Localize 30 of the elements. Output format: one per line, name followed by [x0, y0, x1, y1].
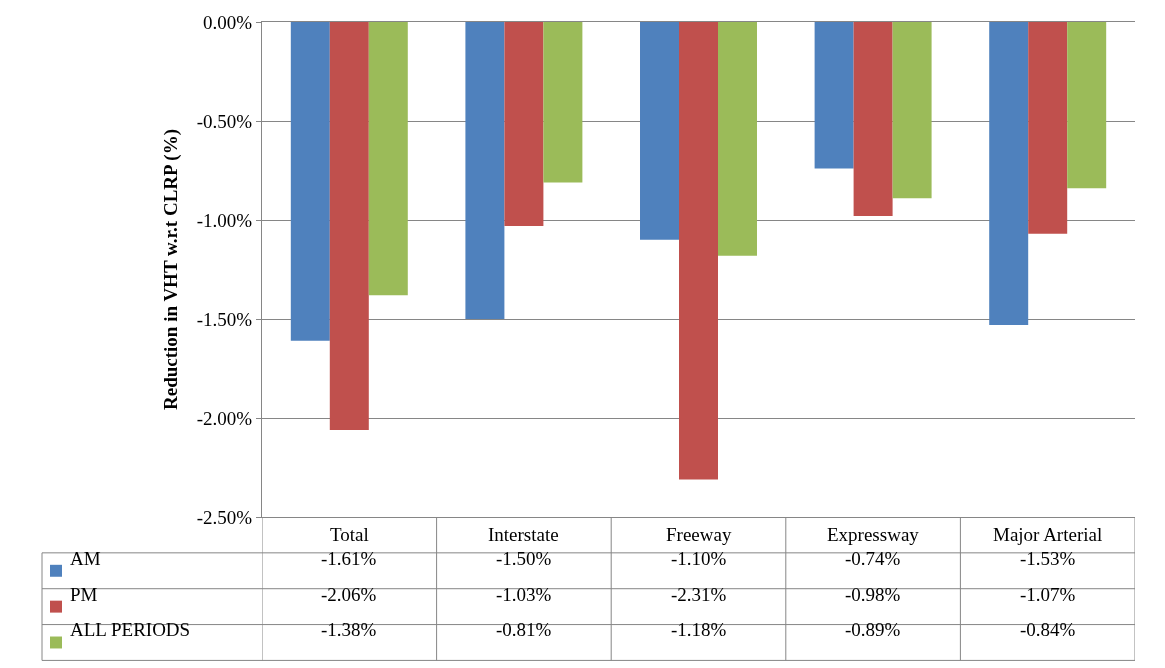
- y-tick-label: -1.50%: [196, 308, 253, 330]
- data-label: -2.06%: [321, 584, 377, 605]
- x-tick-label: Expressway: [827, 524, 920, 545]
- y-tick-label: -0.50%: [196, 110, 253, 132]
- data-label: -1.18%: [671, 619, 727, 640]
- x-tick-label: Freeway: [666, 524, 732, 545]
- data-label: -0.84%: [1020, 619, 1076, 640]
- data-label: -1.61%: [321, 548, 377, 569]
- y-tick-label: -2.00%: [196, 407, 253, 429]
- x-tick-label: Major Arterial: [993, 524, 1103, 545]
- x-tick-label: Interstate: [488, 524, 559, 545]
- data-label: -0.74%: [845, 548, 901, 569]
- y-tick-label: -2.50%: [196, 506, 253, 528]
- data-label: -1.07%: [1020, 584, 1076, 605]
- data-label: -2.31%: [671, 584, 727, 605]
- legend-label: AM: [70, 548, 101, 569]
- y-tick-label: -1.00%: [196, 209, 253, 231]
- legend-label: PM: [70, 584, 98, 605]
- y-tick-label: 0.00%: [203, 11, 253, 33]
- data-label: -1.50%: [496, 548, 552, 569]
- data-label: -1.53%: [1020, 548, 1076, 569]
- legend-label: ALL PERIODS: [70, 619, 191, 640]
- x-tick-label: Total: [330, 524, 369, 545]
- data-label: -0.98%: [845, 584, 901, 605]
- data-label: -1.03%: [496, 584, 552, 605]
- data-label: -1.10%: [671, 548, 727, 569]
- data-label: -1.38%: [321, 619, 377, 640]
- y-axis-title: Reduction in VHT w.r.t CLRP (%): [159, 129, 182, 410]
- data-label: -0.81%: [496, 619, 552, 640]
- data-label: -0.89%: [845, 619, 901, 640]
